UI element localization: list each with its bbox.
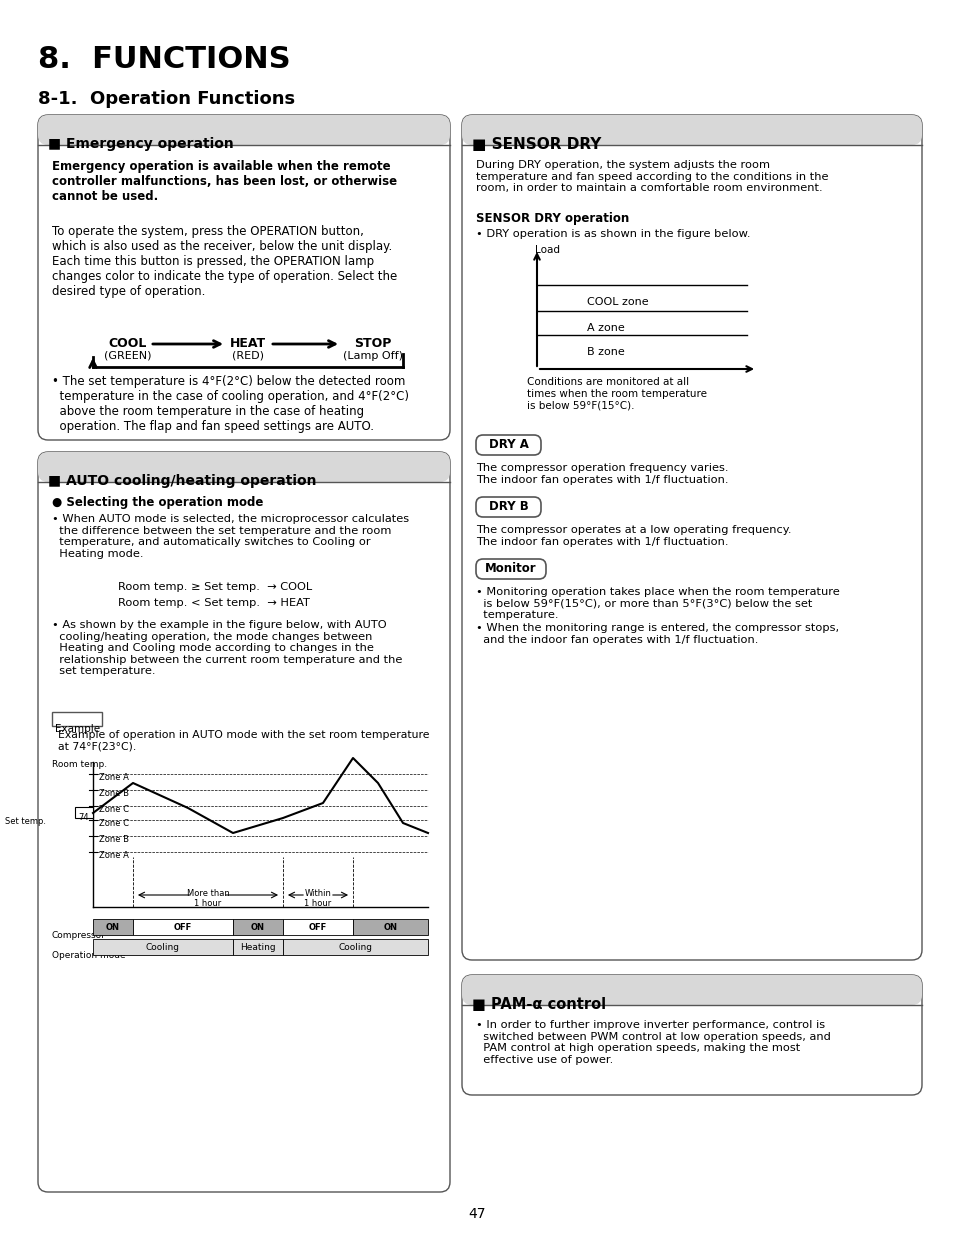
Text: (GREEN): (GREEN) — [104, 351, 152, 361]
Text: Zone B: Zone B — [99, 789, 129, 799]
Bar — [353, 919, 428, 935]
FancyBboxPatch shape — [52, 713, 102, 726]
Text: • The set temperature is 4°F(2°C) below the detected room
  temperature in the c: • The set temperature is 4°F(2°C) below … — [52, 375, 409, 433]
Text: ■ SENSOR DRY: ■ SENSOR DRY — [472, 137, 600, 152]
Text: 8-1.  Operation Functions: 8-1. Operation Functions — [38, 90, 294, 107]
FancyBboxPatch shape — [38, 115, 450, 144]
Text: STOP: STOP — [354, 337, 392, 350]
Text: HEAT: HEAT — [230, 337, 266, 350]
Text: 74: 74 — [78, 813, 90, 821]
Text: OFF: OFF — [309, 923, 327, 931]
Text: DRY B: DRY B — [488, 500, 528, 514]
Text: SENSOR DRY operation: SENSOR DRY operation — [476, 212, 629, 225]
Text: Zone A: Zone A — [99, 851, 129, 861]
Text: ON: ON — [251, 923, 265, 931]
Text: • In order to further improve inverter performance, control is
  switched betwee: • In order to further improve inverter p… — [476, 1020, 830, 1065]
FancyBboxPatch shape — [38, 452, 450, 482]
Text: COOL zone: COOL zone — [586, 296, 648, 308]
Bar — [283, 919, 353, 935]
Text: The compressor operation frequency varies.
The indoor fan operates with 1/f fluc: The compressor operation frequency varie… — [476, 463, 728, 484]
Text: ■ Emergency operation: ■ Emergency operation — [48, 137, 233, 151]
FancyBboxPatch shape — [476, 496, 540, 517]
Text: • When AUTO mode is selected, the microprocessor calculates
  the difference bet: • When AUTO mode is selected, the microp… — [52, 514, 409, 558]
FancyBboxPatch shape — [38, 115, 450, 440]
Text: Within
1 hour: Within 1 hour — [304, 889, 332, 909]
Text: • Monitoring operation takes place when the room temperature
  is below 59°F(15°: • Monitoring operation takes place when … — [476, 587, 839, 620]
Text: The compressor operates at a low operating frequency.
The indoor fan operates wi: The compressor operates at a low operati… — [476, 525, 791, 547]
Text: Operation mode: Operation mode — [52, 951, 126, 960]
Text: Room temp. < Set temp.  → HEAT: Room temp. < Set temp. → HEAT — [118, 598, 310, 608]
FancyBboxPatch shape — [476, 435, 540, 454]
Text: Zone A: Zone A — [99, 773, 129, 783]
Text: ON: ON — [383, 923, 397, 931]
Text: ON: ON — [106, 923, 120, 931]
Bar — [92, 919, 132, 935]
Text: ■ AUTO cooling/heating operation: ■ AUTO cooling/heating operation — [48, 474, 316, 488]
Text: Emergency operation is available when the remote
controller malfunctions, has be: Emergency operation is available when th… — [52, 161, 396, 203]
Text: Cooling: Cooling — [338, 942, 372, 951]
FancyBboxPatch shape — [476, 559, 545, 579]
Text: Conditions are monitored at all
times when the room temperature
is below 59°F(15: Conditions are monitored at all times wh… — [526, 377, 706, 410]
Bar — [283, 939, 428, 955]
Text: Set temp.: Set temp. — [5, 818, 46, 826]
FancyBboxPatch shape — [75, 806, 92, 818]
Text: DRY A: DRY A — [488, 438, 528, 452]
Text: Cooling: Cooling — [146, 942, 180, 951]
Text: • When the monitoring range is entered, the compressor stops,
  and the indoor f: • When the monitoring range is entered, … — [476, 622, 839, 645]
Bar — [92, 939, 233, 955]
Text: A zone: A zone — [586, 324, 624, 333]
FancyBboxPatch shape — [461, 115, 921, 144]
FancyBboxPatch shape — [461, 974, 921, 1005]
Text: Zone C: Zone C — [99, 820, 129, 829]
Text: More than
1 hour: More than 1 hour — [187, 889, 229, 909]
Text: Room temp. ≥ Set temp.  → COOL: Room temp. ≥ Set temp. → COOL — [118, 582, 312, 592]
Bar — [233, 919, 283, 935]
Text: During DRY operation, the system adjusts the room
temperature and fan speed acco: During DRY operation, the system adjusts… — [476, 161, 827, 193]
Text: Heating: Heating — [240, 942, 275, 951]
Text: 47: 47 — [468, 1207, 485, 1221]
FancyBboxPatch shape — [461, 115, 921, 960]
Text: COOL: COOL — [109, 337, 147, 350]
FancyBboxPatch shape — [461, 974, 921, 1095]
Text: Compressor: Compressor — [52, 931, 106, 940]
Text: Example of operation in AUTO mode with the set room temperature
at 74°F(23°C).: Example of operation in AUTO mode with t… — [58, 730, 429, 752]
Text: Zone B: Zone B — [99, 836, 129, 845]
Text: ■ PAM-α control: ■ PAM-α control — [472, 997, 605, 1011]
Text: Load: Load — [535, 245, 559, 254]
Text: Monitor: Monitor — [485, 562, 537, 576]
Text: 8.  FUNCTIONS: 8. FUNCTIONS — [38, 44, 291, 74]
Text: (RED): (RED) — [232, 351, 264, 361]
Bar — [132, 919, 233, 935]
FancyBboxPatch shape — [38, 452, 450, 1192]
Text: Example: Example — [55, 724, 100, 734]
Text: B zone: B zone — [586, 347, 624, 357]
Text: ● Selecting the operation mode: ● Selecting the operation mode — [52, 496, 263, 509]
Text: • As shown by the example in the figure below, with AUTO
  cooling/heating opera: • As shown by the example in the figure … — [52, 620, 402, 677]
Text: To operate the system, press the OPERATION button,
which is also used as the rec: To operate the system, press the OPERATI… — [52, 225, 396, 298]
Text: Room temp.: Room temp. — [52, 760, 107, 769]
Text: OFF: OFF — [173, 923, 192, 931]
Bar — [233, 939, 283, 955]
Text: (Lamp Off): (Lamp Off) — [343, 351, 402, 361]
Text: Zone C: Zone C — [99, 805, 129, 815]
Text: • DRY operation is as shown in the figure below.: • DRY operation is as shown in the figur… — [476, 228, 750, 240]
